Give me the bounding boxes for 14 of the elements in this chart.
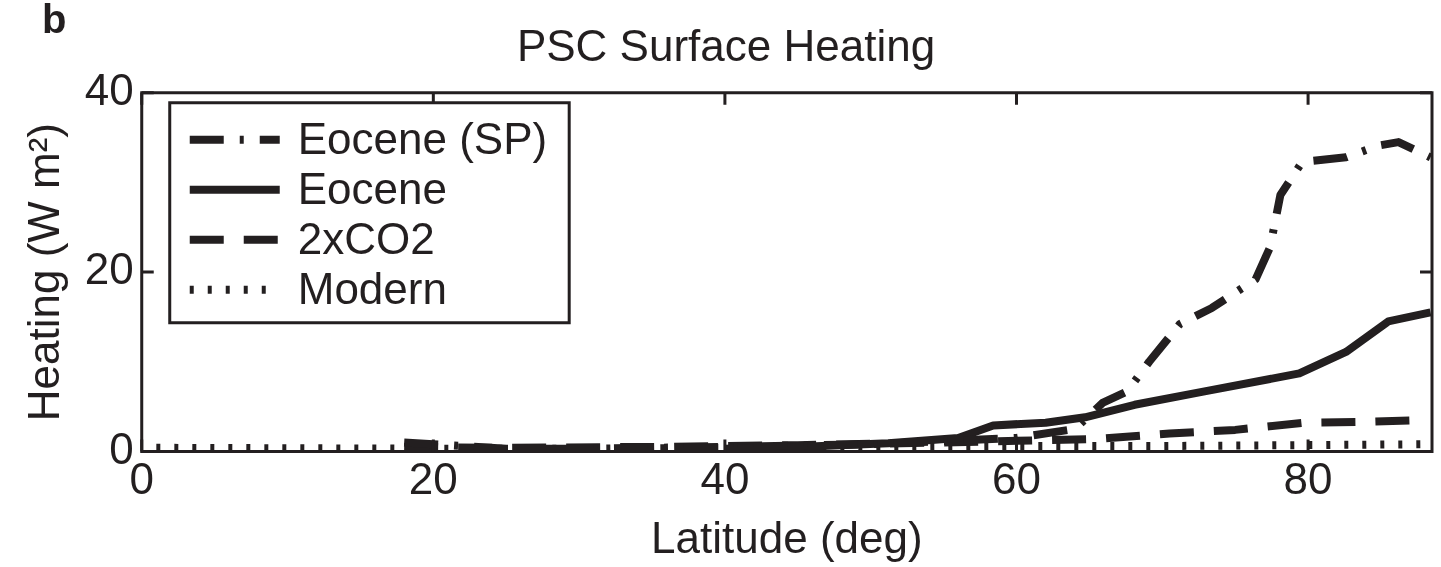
y-tick-label: 20 — [84, 244, 134, 294]
legend-label: Eocene (SP) — [297, 113, 548, 163]
y-axis-title: Heating (W m²) — [18, 122, 68, 422]
legend-label: Modern — [297, 263, 447, 313]
text: b — [42, 0, 67, 42]
x-tick-label: 40 — [700, 453, 750, 503]
y-tick-label: 40 — [84, 64, 134, 114]
x-tick-label: 20 — [408, 453, 458, 503]
legend-label: Eocene — [297, 163, 447, 213]
chart-title: PSC Surface Heating — [516, 20, 936, 70]
x-tick-label: 80 — [1283, 453, 1333, 503]
legend-label: 2xCO2 — [297, 213, 435, 263]
x-axis-title: Latitude (deg) — [651, 512, 923, 562]
x-tick-label: 60 — [992, 453, 1041, 503]
